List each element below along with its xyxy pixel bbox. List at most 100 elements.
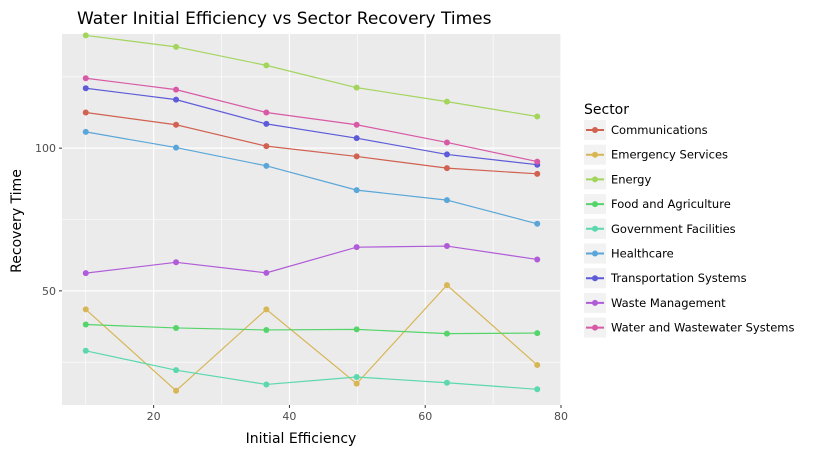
data-point bbox=[263, 326, 270, 333]
axes: 20 40 60 80 50 100 bbox=[35, 142, 568, 423]
legend: Sector Communications Emergency Services E… bbox=[584, 102, 795, 338]
minor-gridlines bbox=[62, 34, 561, 405]
legend-key-point bbox=[592, 127, 598, 133]
legend-item-healthcare: Healthcare bbox=[584, 243, 674, 264]
data-point bbox=[82, 321, 89, 328]
data-point bbox=[443, 197, 450, 204]
data-point bbox=[82, 109, 89, 116]
series-line bbox=[85, 34, 538, 118]
data-point bbox=[443, 379, 450, 386]
series-line bbox=[85, 77, 538, 163]
series-line bbox=[85, 323, 538, 335]
legend-label: Waste Management bbox=[611, 296, 726, 310]
legend-item-water-and-wastewater-systems: Water and Wastewater Systems bbox=[584, 317, 795, 338]
data-point bbox=[353, 84, 360, 91]
data-point bbox=[443, 282, 450, 289]
data-point bbox=[443, 330, 450, 337]
legend-item-waste-management: Waste Management bbox=[584, 292, 726, 313]
legend-key-point bbox=[592, 299, 598, 306]
chart-title: Water Initial Efficiency vs Sector Recov… bbox=[77, 9, 492, 29]
x-tick-label: 60 bbox=[418, 410, 432, 423]
legend-item-energy: Energy bbox=[584, 169, 651, 190]
legend-label: Transportation Systems bbox=[610, 271, 747, 285]
data-point bbox=[263, 62, 270, 69]
legend-key-point bbox=[592, 225, 598, 232]
data-point bbox=[353, 135, 360, 142]
major-gridlines bbox=[62, 34, 562, 405]
data-point bbox=[443, 139, 450, 146]
data-point bbox=[263, 120, 270, 127]
data-point bbox=[534, 256, 541, 263]
y-axis-title: Recovery Time bbox=[9, 169, 25, 273]
series-waste-management bbox=[82, 243, 541, 277]
data-point bbox=[173, 121, 180, 128]
series-water-and-wastewater-systems bbox=[82, 75, 541, 165]
data-point bbox=[82, 32, 89, 39]
data-point bbox=[353, 153, 360, 160]
legend-item-government-facilities: Government Facilities bbox=[584, 218, 736, 239]
data-point bbox=[443, 165, 450, 172]
series-line bbox=[85, 350, 538, 390]
data-point bbox=[534, 386, 541, 393]
data-point bbox=[263, 381, 270, 388]
series-line bbox=[85, 284, 538, 392]
data-point bbox=[263, 109, 270, 116]
x-tick-label: 80 bbox=[554, 410, 568, 423]
legend-item-communications: Communications bbox=[584, 120, 708, 140]
x-tick-label: 40 bbox=[282, 410, 296, 423]
data-point bbox=[443, 98, 450, 105]
data-point bbox=[534, 362, 541, 369]
legend-key-point bbox=[592, 324, 598, 331]
data-point bbox=[534, 158, 541, 165]
legend-key-point bbox=[592, 250, 598, 257]
x-tick-label: 20 bbox=[147, 410, 161, 423]
legend-key-point bbox=[592, 151, 598, 158]
series-line bbox=[85, 111, 538, 175]
series-healthcare bbox=[82, 128, 541, 227]
series-layer bbox=[82, 32, 541, 394]
data-point bbox=[82, 306, 89, 313]
data-point bbox=[534, 170, 541, 177]
series-line bbox=[85, 87, 538, 166]
legend-key-point bbox=[592, 201, 598, 208]
data-point bbox=[263, 306, 270, 313]
data-point bbox=[173, 367, 180, 374]
legend-key-point bbox=[592, 176, 598, 183]
series-line bbox=[85, 131, 538, 225]
data-point bbox=[82, 270, 89, 277]
y-tick-label: 50 bbox=[42, 285, 56, 298]
data-point bbox=[534, 330, 541, 337]
legend-label: Communications bbox=[611, 123, 708, 137]
series-communications bbox=[82, 109, 541, 177]
legend-label: Energy bbox=[611, 172, 651, 186]
data-point bbox=[353, 244, 360, 251]
legend-item-transportation-systems: Transportation Systems bbox=[584, 268, 747, 289]
legend-item-food-and-agriculture: Food and Agriculture bbox=[584, 194, 731, 215]
x-axis-title: Initial Efficiency bbox=[246, 431, 357, 447]
data-point bbox=[173, 387, 180, 394]
data-point bbox=[534, 113, 541, 120]
data-point bbox=[353, 374, 360, 381]
data-point bbox=[82, 128, 89, 135]
data-point bbox=[263, 269, 270, 276]
data-point bbox=[263, 143, 270, 150]
legend-item-emergency-services: Emergency Services bbox=[584, 144, 728, 165]
legend-label: Government Facilities bbox=[611, 222, 736, 236]
data-point bbox=[353, 121, 360, 128]
data-point bbox=[173, 259, 180, 266]
legend-label: Water and Wastewater Systems bbox=[611, 321, 795, 335]
data-point bbox=[353, 187, 360, 194]
data-point bbox=[443, 243, 450, 250]
series-energy bbox=[82, 32, 541, 120]
data-point bbox=[534, 220, 541, 227]
data-point bbox=[173, 43, 180, 50]
data-point bbox=[82, 347, 89, 354]
series-food-and-agriculture bbox=[82, 321, 541, 337]
series-line bbox=[85, 245, 538, 274]
data-point bbox=[173, 86, 180, 93]
data-point bbox=[173, 144, 180, 151]
legend-label: Food and Agriculture bbox=[611, 197, 731, 211]
data-point bbox=[263, 162, 270, 169]
data-point bbox=[82, 75, 89, 82]
